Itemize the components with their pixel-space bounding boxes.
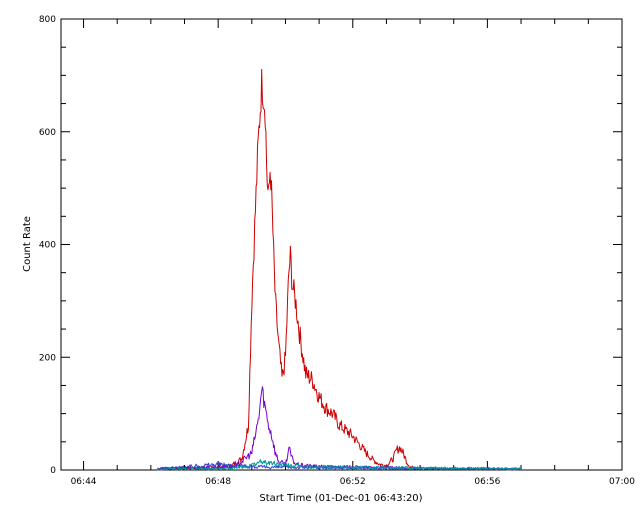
x-axis-title: Start Time (01-Dec-01 06:43:20) (259, 493, 422, 504)
y-tick-label: 800 (39, 15, 56, 25)
series-line-1 (157, 68, 522, 471)
x-tick-label: 06:52 (340, 477, 366, 487)
y-tick-label: 600 (39, 128, 56, 138)
x-tick-label: 06:44 (71, 477, 97, 487)
y-tick-label: 400 (39, 241, 56, 251)
y-axis-title: Count Rate (22, 216, 33, 272)
y-tick-label: 0 (50, 466, 56, 476)
series-line-4 (157, 459, 522, 471)
series-layer (157, 68, 522, 471)
y-tick-label: 200 (39, 353, 56, 363)
x-tick-label: 06:56 (474, 477, 500, 487)
x-tick-label: 06:48 (205, 477, 231, 487)
axis-ticks: 06:44 06:48 06:52 06:56 07:00 0 200 400 600 800 (39, 15, 635, 487)
plot-frame (60, 18, 623, 471)
x-tick-label: 07:00 (609, 477, 635, 487)
